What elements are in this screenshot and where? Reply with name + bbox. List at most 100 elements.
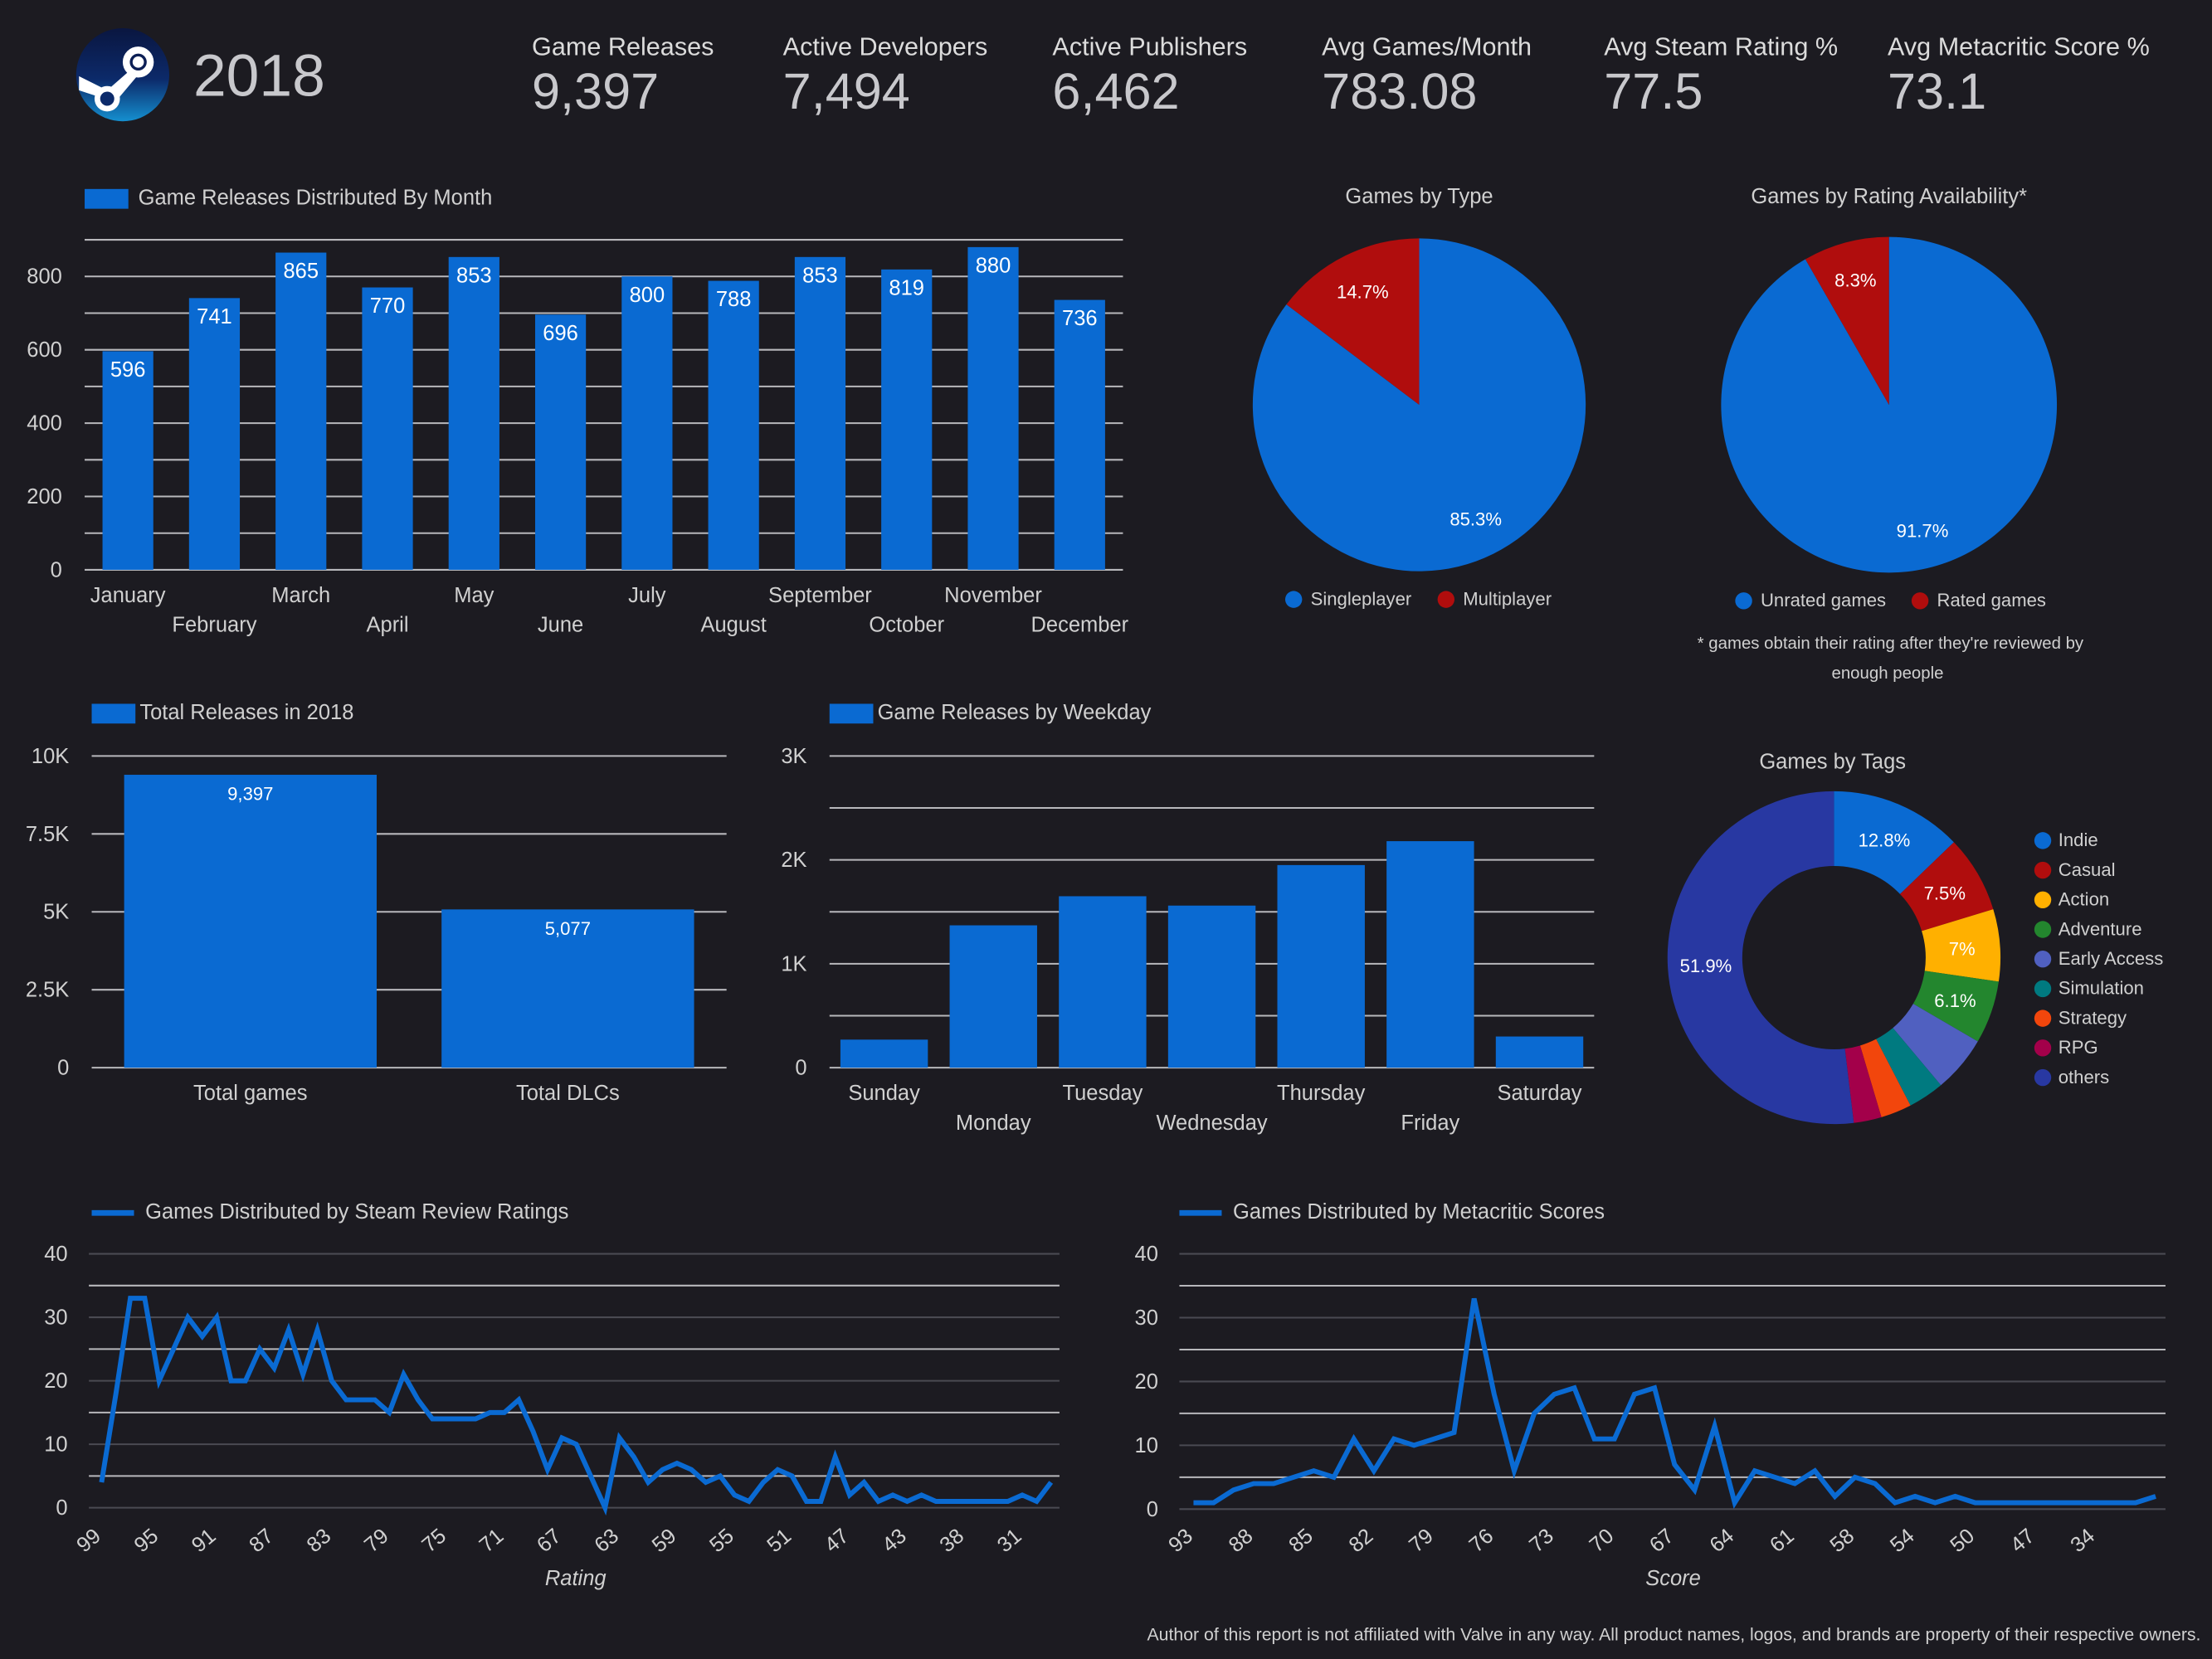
slice-label: 7.5% xyxy=(1924,883,1966,904)
x-tick-label: Sunday xyxy=(848,1082,920,1105)
series-line xyxy=(1193,1297,2156,1510)
bar-value-label: 788 xyxy=(716,288,752,311)
meta-chart-title: Games Distributed by Metacritic Scores xyxy=(1233,1199,1605,1224)
kpi-label: Game Releases xyxy=(532,32,714,61)
tag-legend-label: Early Access xyxy=(2058,947,2164,970)
legend-dot-rated xyxy=(1911,592,1929,610)
legend-dot-singleplayer xyxy=(1284,591,1303,608)
bar-value-label: 853 xyxy=(802,264,838,287)
x-tick-label: Tuesday xyxy=(1062,1082,1143,1105)
kpi-value: 73.1 xyxy=(1888,61,1987,120)
bar-tuesday xyxy=(1059,896,1147,1068)
y-tick-label: 10 xyxy=(44,1433,67,1457)
monthly-chart-title: Game Releases Distributed By Month xyxy=(138,186,493,211)
bar-march xyxy=(275,252,327,570)
bar-value-label: 5,077 xyxy=(545,918,591,939)
x-tick-label: October xyxy=(869,614,944,637)
x-tick-label: 88 xyxy=(1225,1525,1258,1558)
slice-adventure xyxy=(1912,971,1999,1042)
x-tick-label: 43 xyxy=(878,1525,911,1558)
y-tick-label: 800 xyxy=(27,265,62,289)
x-tick-label: 31 xyxy=(993,1525,1026,1558)
y-tick-label: 0 xyxy=(51,558,62,581)
bar-july xyxy=(621,276,673,570)
x-tick-label: May xyxy=(454,584,494,607)
x-tick-label: 75 xyxy=(417,1525,451,1558)
legend-swatch xyxy=(91,703,136,724)
bar-february xyxy=(188,298,241,570)
rating-pie-title: Games by Rating Availability* xyxy=(1751,184,2028,209)
y-tick-label: 2K xyxy=(781,849,806,872)
slice-label: 7% xyxy=(1949,938,1976,959)
x-tick-label: Total games xyxy=(193,1082,308,1105)
x-tick-label: 50 xyxy=(1946,1525,1979,1558)
bar-value-label: 853 xyxy=(456,264,492,287)
x-tick-label: 79 xyxy=(1405,1525,1438,1558)
x-tick-label: 70 xyxy=(1586,1525,1619,1558)
x-tick-label: March xyxy=(271,584,330,607)
legend-swatch xyxy=(829,703,874,724)
kpi-label: Active Publishers xyxy=(1052,32,1248,61)
legend-multiplayer: Multiplayer xyxy=(1463,588,1552,610)
kpi-label: Avg Steam Rating % xyxy=(1604,32,1839,61)
x-tick-label: 95 xyxy=(130,1525,163,1558)
bar-november xyxy=(967,246,1019,570)
x-tick-label: August xyxy=(700,614,766,637)
slice-unrated-games xyxy=(1721,236,2058,573)
x-tick-label: 63 xyxy=(590,1525,623,1558)
x-tick-label: 93 xyxy=(1164,1525,1197,1558)
bar-january xyxy=(102,351,153,570)
bar-monday xyxy=(949,925,1037,1068)
bar-value-label: 9,397 xyxy=(227,784,273,805)
slice-casual xyxy=(1899,842,1994,932)
x-tick-label: 58 xyxy=(1825,1525,1859,1558)
x-tick-label: 38 xyxy=(935,1525,968,1558)
x-axis-label: Score xyxy=(1645,1567,1701,1590)
y-tick-label: 0 xyxy=(1147,1498,1158,1521)
tags-pie-title: Games by Tags xyxy=(1759,750,1907,775)
legend-dot-multiplayer xyxy=(1437,591,1455,608)
y-tick-label: 7.5K xyxy=(26,823,69,846)
x-tick-label: April xyxy=(367,614,409,637)
rating-footnote-line2: enough people xyxy=(1831,663,1944,683)
legend-dot-action xyxy=(2034,891,2052,908)
slice-simulation xyxy=(1876,1028,1942,1106)
y-tick-label: 2.5K xyxy=(26,979,69,1002)
kpi-value: 77.5 xyxy=(1604,61,1703,120)
kpi-value: 9,397 xyxy=(532,61,660,120)
slice-label: 12.8% xyxy=(1859,830,1911,851)
slice-action xyxy=(1922,909,2001,982)
x-tick-label: Monday xyxy=(956,1112,1031,1135)
x-tick-label: 83 xyxy=(303,1525,336,1558)
slice-others xyxy=(1667,791,1854,1125)
x-tick-label: Thursday xyxy=(1277,1082,1366,1105)
y-tick-label: 0 xyxy=(57,1057,69,1080)
legend-dot-strategy xyxy=(2034,1010,2052,1027)
y-tick-label: 1K xyxy=(781,952,806,975)
slice-indie xyxy=(1834,791,1954,894)
y-tick-label: 400 xyxy=(27,412,62,435)
kpi-value: 7,494 xyxy=(782,61,910,120)
x-tick-label: 51 xyxy=(763,1525,796,1558)
y-tick-label: 20 xyxy=(1135,1370,1158,1394)
slice-label: 14.7% xyxy=(1337,281,1389,302)
bar-sunday xyxy=(840,1039,928,1068)
y-tick-label: 3K xyxy=(781,745,806,768)
y-tick-label: 10K xyxy=(32,745,69,768)
steam-chart-title: Games Distributed by Steam Review Rating… xyxy=(145,1199,569,1224)
legend-line xyxy=(1179,1209,1222,1216)
slice-strategy xyxy=(1859,1039,1911,1117)
type-pie-title: Games by Type xyxy=(1345,184,1493,209)
legend-dot-rpg xyxy=(2034,1039,2052,1057)
total-chart-title: Total Releases in 2018 xyxy=(139,701,354,725)
y-tick-label: 5K xyxy=(43,901,69,924)
x-tick-label: 87 xyxy=(245,1525,278,1558)
bar-value-label: 741 xyxy=(197,305,232,328)
steam-logo-icon xyxy=(76,28,170,122)
x-tick-label: Friday xyxy=(1401,1112,1459,1135)
legend-dot-adventure xyxy=(2034,921,2052,938)
rating-footnote-line1: * games obtain their rating after they'r… xyxy=(1697,633,2084,654)
bar-value-label: 736 xyxy=(1062,307,1098,330)
x-tick-label: 61 xyxy=(1766,1525,1799,1558)
x-tick-label: Wednesday xyxy=(1156,1112,1267,1135)
